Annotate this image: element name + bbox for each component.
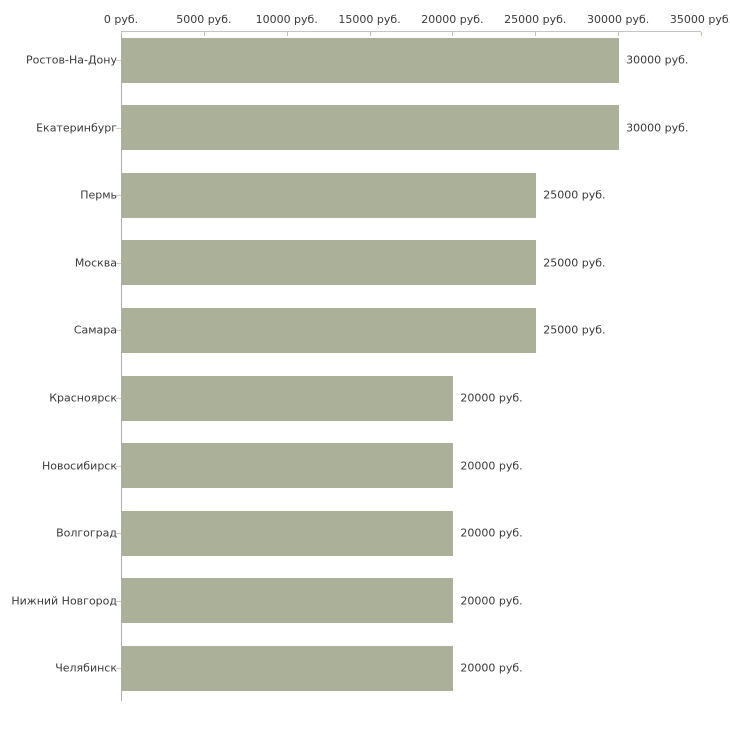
x-axis-tick-label: 10000 руб. <box>255 13 318 26</box>
y-axis-tick-mark <box>116 398 121 399</box>
value-label: 30000 руб. <box>626 121 689 135</box>
category-label: Челябинск <box>55 661 117 675</box>
bar <box>122 240 537 286</box>
category-label: Екатеринбург <box>36 121 117 135</box>
value-label: 25000 руб. <box>543 323 606 337</box>
value-label: 20000 руб. <box>460 526 523 540</box>
x-axis-line <box>121 31 701 32</box>
bar <box>122 578 454 624</box>
bar <box>122 443 454 489</box>
x-axis-tick-label: 15000 руб. <box>338 13 401 26</box>
bar <box>122 645 454 691</box>
x-axis-tick-label: 30000 руб. <box>587 13 650 26</box>
value-label: 20000 руб. <box>460 594 523 608</box>
x-axis-tick-mark <box>618 32 620 36</box>
x-axis-tick-mark <box>369 32 371 36</box>
value-label: 25000 руб. <box>543 188 606 202</box>
y-axis-tick-mark <box>116 668 121 670</box>
x-axis-tick-mark <box>535 32 537 36</box>
category-label: Москва <box>74 256 117 270</box>
bar <box>122 172 537 218</box>
category-label: Пермь <box>80 188 117 202</box>
y-axis-line <box>121 31 122 701</box>
x-axis-tick-label: 20000 руб. <box>421 13 484 26</box>
bar <box>122 37 620 83</box>
y-axis-tick-mark <box>116 330 121 332</box>
x-axis-tick-label: 5000 руб. <box>176 13 232 26</box>
x-axis-tick-mark <box>121 32 122 36</box>
y-axis-tick-mark <box>116 465 121 467</box>
y-axis-tick-mark <box>116 195 121 197</box>
value-label: 25000 руб. <box>543 256 606 270</box>
x-axis-tick-label: 25000 руб. <box>504 13 567 26</box>
bar <box>122 375 454 421</box>
bar <box>122 510 454 556</box>
value-label: 20000 руб. <box>460 391 523 405</box>
y-axis-tick-mark <box>116 533 121 535</box>
bar <box>122 105 620 151</box>
x-axis-tick-mark <box>701 32 702 36</box>
category-label: Самара <box>73 323 117 337</box>
category-label: Красноярск <box>49 391 117 405</box>
category-label: Новосибирск <box>41 459 117 473</box>
category-label: Нижний Новгород <box>11 594 117 608</box>
y-axis-tick-mark <box>116 127 121 129</box>
y-axis-tick-mark <box>116 60 121 61</box>
value-label: 20000 руб. <box>460 661 523 675</box>
x-axis-tick-mark <box>452 32 454 36</box>
value-label: 20000 руб. <box>460 459 523 473</box>
category-label: Ростов-На-Дону <box>25 53 117 67</box>
category-label: Волгоград <box>56 526 117 540</box>
value-label: 30000 руб. <box>626 53 689 67</box>
x-axis-tick-label: 35000 руб. <box>669 13 730 26</box>
bar <box>122 307 537 353</box>
x-axis-tick-mark <box>203 32 205 36</box>
y-axis-tick-mark <box>116 600 121 602</box>
x-axis-tick-label: 0 руб. <box>103 13 139 26</box>
x-axis-tick-mark <box>286 32 288 36</box>
y-axis-tick-mark <box>116 262 121 264</box>
